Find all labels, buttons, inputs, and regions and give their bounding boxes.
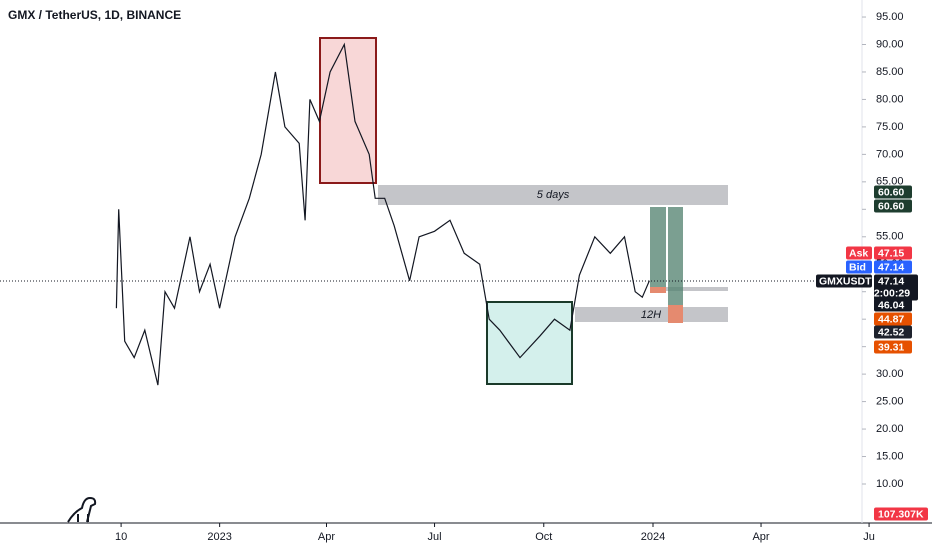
- x-tick-label: Apr: [752, 531, 769, 543]
- badge-tag-label: GMXUSDT: [819, 275, 872, 287]
- x-tick-label: Oct: [535, 531, 552, 543]
- x-tick-label: Jul: [428, 531, 442, 543]
- y-tick-label: 20.00: [876, 423, 904, 435]
- badge-tag: [816, 274, 872, 288]
- badge-tag-label: Ask: [849, 247, 868, 259]
- annotation: 5 days: [537, 189, 570, 201]
- badge: [874, 507, 928, 521]
- badge: [874, 325, 912, 339]
- x-tick-label: Ju: [863, 531, 875, 543]
- x-tick-label: Apr: [318, 531, 335, 543]
- badge-label: 47.14: [878, 261, 904, 273]
- badge: [874, 246, 912, 260]
- badge: [874, 312, 912, 326]
- x-tick-label: 2024: [641, 531, 665, 543]
- zone-12h: [575, 307, 728, 322]
- badge-label: 44.87: [878, 313, 904, 325]
- position-tool: [668, 207, 683, 305]
- annotation: 12H: [641, 309, 661, 321]
- x-tick-label: 2023: [207, 531, 231, 543]
- badge: [874, 340, 912, 354]
- badge-label: 107.307K: [878, 508, 924, 520]
- green-box: [486, 301, 573, 385]
- y-tick-label: 15.00: [876, 450, 904, 462]
- position-stop: [668, 305, 683, 323]
- badge: [874, 185, 912, 199]
- badge: [874, 274, 918, 301]
- red-box: [319, 37, 377, 184]
- y-tick-label: 55.00: [876, 231, 904, 243]
- y-tick-label: 65.00: [876, 176, 904, 188]
- y-tick-label: 70.00: [876, 148, 904, 160]
- badge-time: 12:00:29: [868, 287, 910, 299]
- y-tick-label: 80.00: [876, 93, 904, 105]
- zone-thin: [650, 287, 728, 291]
- badge-label: 60.60: [878, 186, 904, 198]
- x-tick-label: 10: [115, 531, 127, 543]
- y-tick-label: 75.00: [876, 121, 904, 133]
- badge-tag-label: Bid: [849, 261, 866, 273]
- logo: [67, 496, 97, 523]
- badge-label: 46.04: [878, 299, 904, 311]
- y-tick-label: 10.00: [876, 478, 904, 490]
- badge-label: 39.31: [878, 341, 904, 353]
- y-tick-label: 95.00: [876, 11, 904, 23]
- badge-label: 47.15: [878, 247, 904, 259]
- position-tool: [650, 207, 666, 287]
- badge-tag: [846, 246, 872, 260]
- badge: [874, 199, 912, 213]
- badge-tag: [846, 260, 872, 274]
- y-tick-label: 85.00: [876, 66, 904, 78]
- badge-label: 47.14: [878, 275, 904, 287]
- zone-5-days: [378, 185, 728, 205]
- price-line: [115, 42, 650, 386]
- badge-label: 60.60: [878, 200, 904, 212]
- badge: [874, 260, 912, 274]
- y-tick-label: 90.00: [876, 38, 904, 50]
- position-stop: [650, 287, 666, 293]
- badge: [874, 298, 912, 312]
- chart-title: GMX / TetherUS, 1D, BINANCE: [8, 8, 181, 22]
- y-tick-label: 30.00: [876, 368, 904, 380]
- badge-label: 42.52: [878, 326, 904, 338]
- y-tick-label: 25.00: [876, 395, 904, 407]
